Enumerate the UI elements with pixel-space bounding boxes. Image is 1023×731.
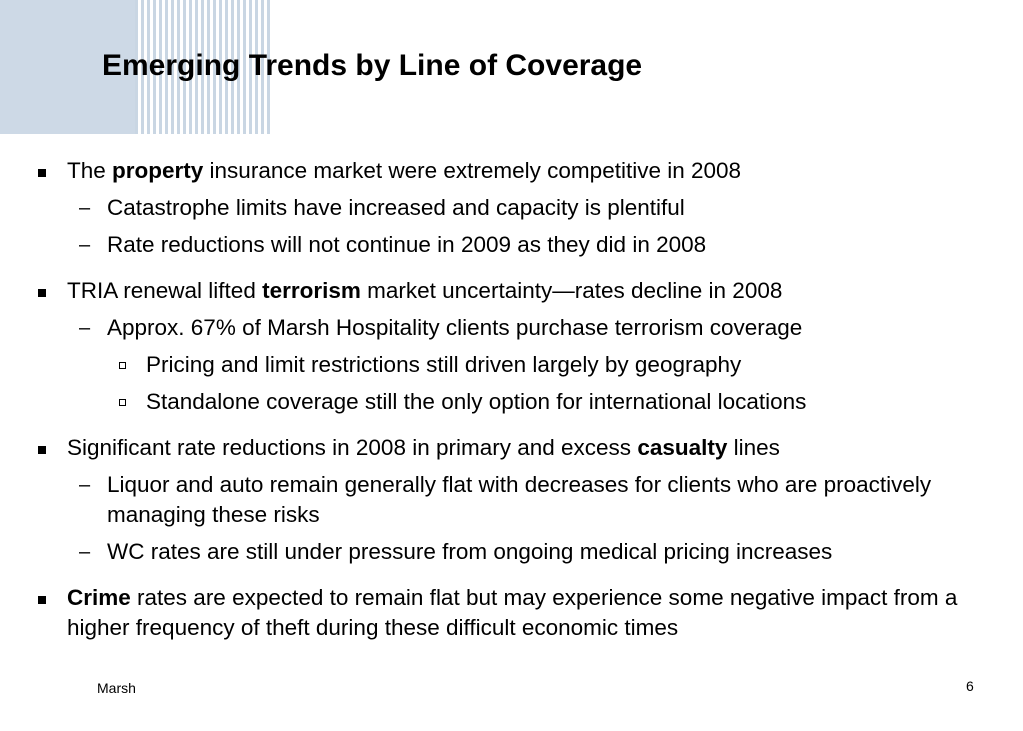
footer-company: Marsh (97, 680, 136, 696)
sub-sub-bullet: Standalone coverage still the only optio… (119, 387, 1006, 417)
bullet-keyword: property (112, 158, 204, 183)
hollow-square-icon (119, 399, 126, 406)
slide-title: Emerging Trends by Line of Coverage (102, 49, 643, 82)
header-solid-block (0, 0, 135, 134)
sub-bullet-text: Liquor and auto remain generally flat wi… (107, 472, 932, 527)
sub-bullet: – Liquor and auto remain generally flat … (79, 470, 997, 530)
bullet-text-pre: Significant rate reductions in 2008 in p… (67, 435, 638, 460)
bullet-crime: Crime rates are expected to remain flat … (38, 583, 997, 643)
sub-bullet: – Rate reductions will not continue in 2… (79, 230, 997, 260)
sub-bullet: – WC rates are still under pressure from… (79, 537, 997, 567)
sub-bullet-text: WC rates are still under pressure from o… (107, 539, 833, 564)
bullet-text-pre: The (67, 158, 113, 183)
bullet-terrorism: TRIA renewal lifted terrorism market unc… (38, 276, 997, 306)
sub-bullet-text: Approx. 67% of Marsh Hospitality clients… (107, 315, 803, 340)
bullet-square-icon (38, 596, 46, 604)
bullet-keyword: Crime (67, 585, 131, 610)
dash-icon: – (79, 474, 91, 496)
dash-icon: – (79, 197, 91, 219)
bullet-casualty: Significant rate reductions in 2008 in p… (38, 433, 997, 463)
page-number: 6 (966, 678, 974, 694)
bullet-square-icon (38, 289, 46, 297)
bullet-text-post: rates are expected to remain flat but ma… (67, 585, 958, 640)
sub-bullet: – Catastrophe limits have increased and … (79, 193, 997, 223)
bullet-text-post: lines (727, 435, 780, 460)
bullet-keyword: casualty (637, 435, 728, 460)
sub-sub-bullet: Pricing and limit restrictions still dri… (119, 350, 1006, 380)
dash-icon: – (79, 317, 91, 339)
hollow-square-icon (119, 362, 126, 369)
sub-bullet-text: Rate reductions will not continue in 200… (107, 232, 707, 257)
sub-sub-bullet-text: Standalone coverage still the only optio… (146, 389, 807, 414)
bullet-text-post: market uncertainty—rates decline in 2008 (360, 278, 783, 303)
bullet-keyword: terrorism (262, 278, 361, 303)
bullet-text-post: insurance market were extremely competit… (203, 158, 742, 183)
header-striped-block (135, 0, 270, 134)
bullet-text-pre: TRIA renewal lifted (67, 278, 263, 303)
dash-icon: – (79, 234, 91, 256)
bullet-square-icon (38, 169, 46, 177)
sub-bullet: – Approx. 67% of Marsh Hospitality clien… (79, 313, 997, 343)
bullet-list: The property insurance market were extre… (0, 156, 1023, 643)
bullet-property: The property insurance market were extre… (38, 156, 997, 186)
dash-icon: – (79, 541, 91, 563)
sub-sub-bullet-text: Pricing and limit restrictions still dri… (146, 352, 742, 377)
sub-bullet-text: Catastrophe limits have increased and ca… (107, 195, 685, 220)
bullet-square-icon (38, 446, 46, 454)
